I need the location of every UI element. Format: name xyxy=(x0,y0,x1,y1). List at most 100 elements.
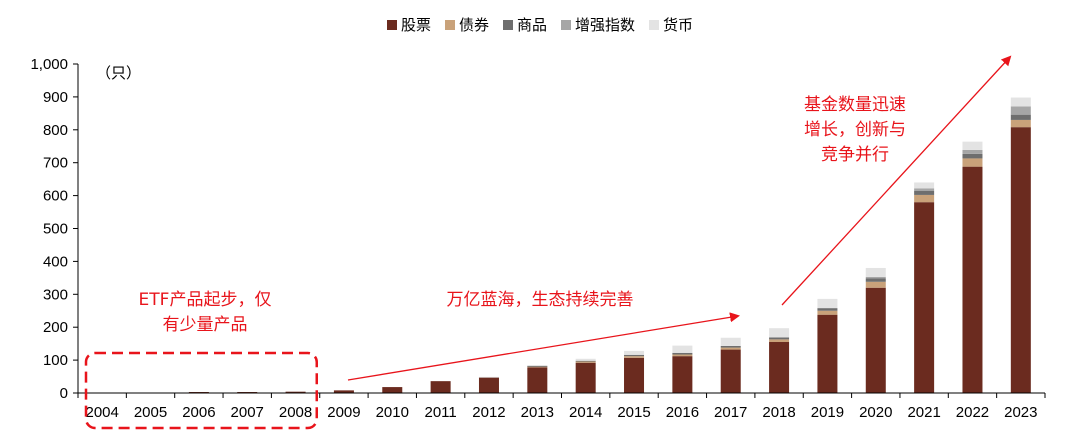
legend-label-enhanced-index: 增强指数 xyxy=(575,16,636,34)
bar-segment-2022-3 xyxy=(962,149,983,154)
x-tick-label-2014: 2014 xyxy=(569,404,602,421)
bar-segment-2012-0 xyxy=(478,377,499,393)
legend-swatch-stock xyxy=(386,19,397,30)
bar-segment-2019-1 xyxy=(817,310,838,315)
y-tick-label: 500 xyxy=(43,221,68,238)
bar-segment-2023-2 xyxy=(1010,114,1031,120)
y-tick-label: 600 xyxy=(43,188,68,205)
y-tick-label: 700 xyxy=(43,155,68,172)
y-axis: 0 100 200 300 400 500 600 700 800 900 1,000 xyxy=(30,56,79,402)
bar-segment-2010-0 xyxy=(382,387,403,393)
bar-segment-2022-1 xyxy=(962,158,983,167)
bar-segment-2013-2 xyxy=(527,366,548,367)
legend-item-commodity: 商品 xyxy=(502,14,547,35)
bar-segment-2014-1 xyxy=(575,361,596,363)
bar-segment-2013-0 xyxy=(527,367,548,393)
bar-segment-2023-1 xyxy=(1010,119,1031,128)
legend-item-stock: 股票 xyxy=(386,14,431,35)
legend-swatch-money xyxy=(649,19,660,30)
bar-segment-2013-4 xyxy=(527,365,548,367)
legend-label-stock: 股票 xyxy=(400,16,431,34)
annotation-middle: 万亿蓝海，生态持续完善 xyxy=(446,290,634,310)
bar-segment-2020-0 xyxy=(865,287,886,393)
bar-segment-2021-3 xyxy=(914,188,935,191)
bar-segment-2016-2 xyxy=(672,352,693,355)
bar-segment-2017-4 xyxy=(720,337,741,346)
legend-label-bond: 债券 xyxy=(458,16,489,34)
trend-arrow-late xyxy=(781,55,1012,306)
bars xyxy=(92,97,1031,394)
bar-segment-2008-0 xyxy=(285,391,306,393)
x-tick-label-2021: 2021 xyxy=(907,404,940,421)
bar-segment-2019-2 xyxy=(817,308,838,311)
x-tick-label-2020: 2020 xyxy=(859,404,892,421)
bar-segment-2022-0 xyxy=(962,166,983,393)
bar-segment-2023-0 xyxy=(1010,127,1031,393)
x-tick-label-2023: 2023 xyxy=(1004,404,1037,421)
legend-label-commodity: 商品 xyxy=(516,16,547,34)
legend-swatch-enhanced-index xyxy=(561,19,571,30)
bar-segment-2016-0 xyxy=(672,356,693,393)
annotation-early: ETF产品起步，仅 有少量产品 xyxy=(100,288,310,338)
y-tick-label: 100 xyxy=(43,352,68,369)
y-tick-label: 800 xyxy=(43,122,68,139)
annotation-late-line-3: 竞争并行 xyxy=(821,145,889,165)
x-tick-label-2022: 2022 xyxy=(956,404,989,421)
x-axis: 2004 2005 2006 2007 2008 2009 2010 2011 2012 2013… xyxy=(77,392,1046,421)
bar-segment-2020-3 xyxy=(865,276,886,279)
legend-item-bond: 债券 xyxy=(444,14,489,35)
bar-segment-2021-2 xyxy=(914,190,935,195)
bar-segment-2018-0 xyxy=(769,342,790,393)
bar-segment-2018-2 xyxy=(769,337,790,340)
annotation-late-line-2: 增长，创新与 xyxy=(804,120,906,140)
bar-segment-2018-1 xyxy=(769,339,790,343)
bar-segment-2021-0 xyxy=(914,202,935,393)
bar-segment-2018-4 xyxy=(769,328,790,338)
y-axis-unit-label: （只） xyxy=(96,64,142,82)
bar-segment-2011-0 xyxy=(430,381,451,393)
x-tick-label-2008: 2008 xyxy=(279,404,312,421)
y-tick-label: 0 xyxy=(60,385,68,402)
y-tick-label: 400 xyxy=(43,253,68,270)
legend-label-money: 货币 xyxy=(663,16,694,34)
y-tick-label: 1,000 xyxy=(30,56,68,73)
legend-item-enhanced-index: 增强指数 xyxy=(561,14,635,35)
overlays xyxy=(84,55,1012,430)
x-tick-label-2013: 2013 xyxy=(521,404,554,421)
bar-segment-2022-2 xyxy=(962,153,983,159)
bar-segment-2015-4 xyxy=(624,350,645,355)
bar-segment-2022-4 xyxy=(962,141,983,150)
y-tick-label: 200 xyxy=(43,319,68,336)
bar-segment-2016-4 xyxy=(672,345,693,353)
bar-segment-2016-1 xyxy=(672,354,693,357)
x-tick-label-2018: 2018 xyxy=(762,404,795,421)
bar-segment-2015-1 xyxy=(624,356,645,358)
bar-segment-2009-0 xyxy=(333,390,354,393)
x-tick-label-2017: 2017 xyxy=(714,404,747,421)
x-tick-label-2009: 2009 xyxy=(327,404,360,421)
x-tick-label-2012: 2012 xyxy=(472,404,505,421)
bar-segment-2021-1 xyxy=(914,194,935,203)
bar-segment-2015-2 xyxy=(624,354,645,357)
annotation-early-line-2: 有少量产品 xyxy=(162,315,248,335)
annotation-late: 基金数量迅速 增长，创新与 竞争并行 xyxy=(770,93,940,168)
bar-segment-2019-0 xyxy=(817,314,838,393)
bar-segment-2014-2 xyxy=(575,360,596,362)
bar-segment-2020-2 xyxy=(865,278,886,282)
x-tick-label-2016: 2016 xyxy=(666,404,699,421)
bar-segment-2019-4 xyxy=(817,298,838,309)
legend-swatch-commodity xyxy=(502,19,513,30)
legend: 股票 债券 商品 增强指数 货币 xyxy=(0,14,1080,35)
y-tick-label: 900 xyxy=(43,89,68,106)
x-tick-label-2007: 2007 xyxy=(231,404,264,421)
bar-segment-2014-0 xyxy=(575,362,596,393)
x-tick-label-2019: 2019 xyxy=(811,404,844,421)
x-tick-label-2004: 2004 xyxy=(85,404,118,421)
legend-item-money: 货币 xyxy=(649,14,693,35)
annotation-early-line-1: ETF产品起步，仅 xyxy=(138,290,272,310)
annotation-late-line-1: 基金数量迅速 xyxy=(804,95,906,115)
bar-segment-2017-1 xyxy=(720,347,741,350)
bar-segment-2012-4 xyxy=(478,376,499,378)
bar-segment-2020-1 xyxy=(865,281,886,288)
bar-segment-2013-1 xyxy=(527,366,548,368)
